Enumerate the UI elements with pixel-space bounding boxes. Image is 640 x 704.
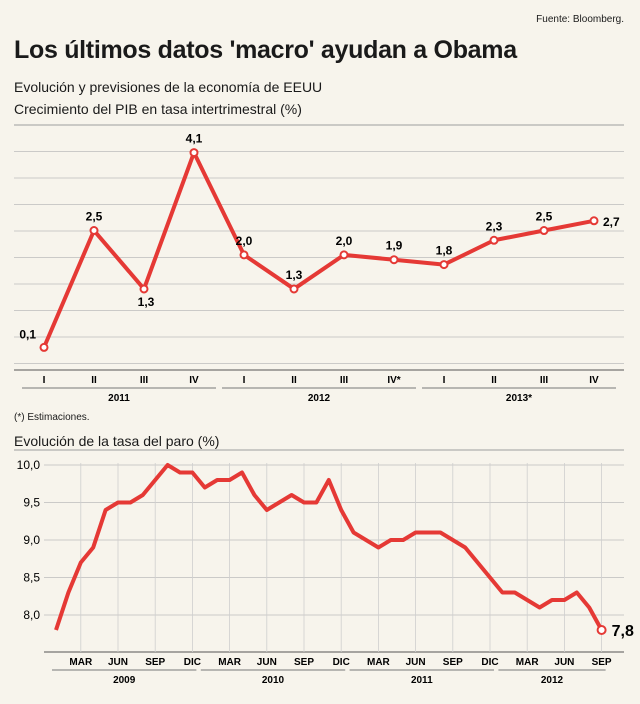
gdp-x-tick-label: I xyxy=(43,375,46,386)
gdp-data-point xyxy=(89,226,99,236)
gdp-x-tick-label: I xyxy=(443,375,446,386)
gdp-x-tick-label: III xyxy=(540,375,549,386)
gdp-x-tick-label: IV xyxy=(189,375,199,386)
unemp-x-tick-label: MAR xyxy=(218,657,242,668)
gdp-data-label: 0,1 xyxy=(19,327,36,341)
gdp-data-point xyxy=(339,250,349,260)
unemp-year-label: 2009 xyxy=(113,675,136,686)
gdp-x-tick-label: I xyxy=(243,375,246,386)
unemp-year-label: 2011 xyxy=(411,675,433,686)
gdp-data-label: 2,5 xyxy=(86,210,103,224)
gdp-data-point xyxy=(189,148,199,158)
gdp-data-label: 2,7 xyxy=(603,215,620,229)
gdp-year-label: 2011 xyxy=(108,393,130,404)
unemp-year-label: 2010 xyxy=(262,675,285,686)
gdp-x-tick-label: III xyxy=(140,375,149,386)
gdp-data-point xyxy=(489,235,499,245)
unemp-x-tick-label: SEP xyxy=(443,657,463,668)
unemployment-chart-title: Evolución de la tasa del paro (%) xyxy=(14,433,220,449)
gdp-x-tick-label: II xyxy=(491,375,497,386)
unemp-x-tick-label: DIC xyxy=(481,657,498,668)
gdp-data-point xyxy=(589,216,599,226)
gdp-data-label: 2,0 xyxy=(336,234,353,248)
gdp-x-tick-label: III xyxy=(340,375,349,386)
gdp-data-label: 2,3 xyxy=(486,219,503,233)
unemp-x-tick-label: JUN xyxy=(108,657,128,668)
source-note: Fuente: Bloomberg. xyxy=(536,14,624,25)
gdp-year-label: 2012 xyxy=(308,393,331,404)
unemp-y-tick-label: 8,5 xyxy=(23,571,40,585)
gdp-data-point xyxy=(289,284,299,294)
unemp-x-tick-label: SEP xyxy=(592,657,612,668)
gdp-data-point xyxy=(39,342,49,352)
gdp-x-tick-label: IV xyxy=(589,375,599,386)
chart-title: Los últimos datos 'macro' ayudan a Obama xyxy=(14,36,517,64)
gdp-data-label: 2,0 xyxy=(236,234,253,248)
unemp-series-line xyxy=(54,463,604,631)
unemp-x-tick-label: SEP xyxy=(145,657,165,668)
gdp-data-point xyxy=(239,250,249,260)
gdp-data-label: 1,3 xyxy=(138,295,155,309)
unemp-last-point xyxy=(596,625,607,635)
gdp-x-tick-label: II xyxy=(91,375,97,386)
gdp-chart-title: Crecimiento del PIB en tasa intertrimest… xyxy=(14,101,302,117)
gdp-series-line xyxy=(42,150,595,349)
unemp-x-tick-label: JUN xyxy=(554,657,574,668)
unemp-x-tick-label: JUN xyxy=(257,657,277,668)
gdp-data-label: 2,5 xyxy=(536,210,553,224)
unemp-x-tick-label: DIC xyxy=(184,657,201,668)
gdp-x-tick-label: IV* xyxy=(387,375,400,386)
estimates-footnote: (*) Estimaciones. xyxy=(14,412,90,423)
gdp-data-point xyxy=(439,260,449,270)
unemp-y-tick-label: 9,0 xyxy=(23,533,40,547)
unemp-y-tick-label: 10,0 xyxy=(17,458,41,472)
unemp-x-tick-label: JUN xyxy=(406,657,426,668)
gdp-data-label: 1,3 xyxy=(286,268,303,282)
unemp-x-tick-label: MAR xyxy=(69,657,93,668)
unemp-x-tick-label: MAR xyxy=(516,657,540,668)
chart-subtitle: Evolución y previsiones de la economía d… xyxy=(14,79,323,95)
gdp-data-label: 1,9 xyxy=(386,239,403,253)
unemp-x-tick-label: DIC xyxy=(333,657,350,668)
unemp-last-label: 7,8 xyxy=(612,623,634,640)
unemp-x-tick-label: SEP xyxy=(294,657,314,668)
gdp-data-point xyxy=(539,226,549,236)
gdp-x-tick-label: II xyxy=(291,375,297,386)
unemp-y-tick-label: 8,0 xyxy=(23,608,40,622)
gdp-year-label: 2013* xyxy=(506,393,532,404)
gdp-data-label: 1,8 xyxy=(436,244,453,258)
unemp-year-label: 2012 xyxy=(541,675,564,686)
unemp-y-tick-label: 9,5 xyxy=(23,496,40,510)
gdp-data-point xyxy=(139,284,149,294)
gdp-data-point xyxy=(389,255,399,265)
gdp-data-label: 4,1 xyxy=(186,132,203,146)
unemp-x-tick-label: MAR xyxy=(367,657,391,668)
